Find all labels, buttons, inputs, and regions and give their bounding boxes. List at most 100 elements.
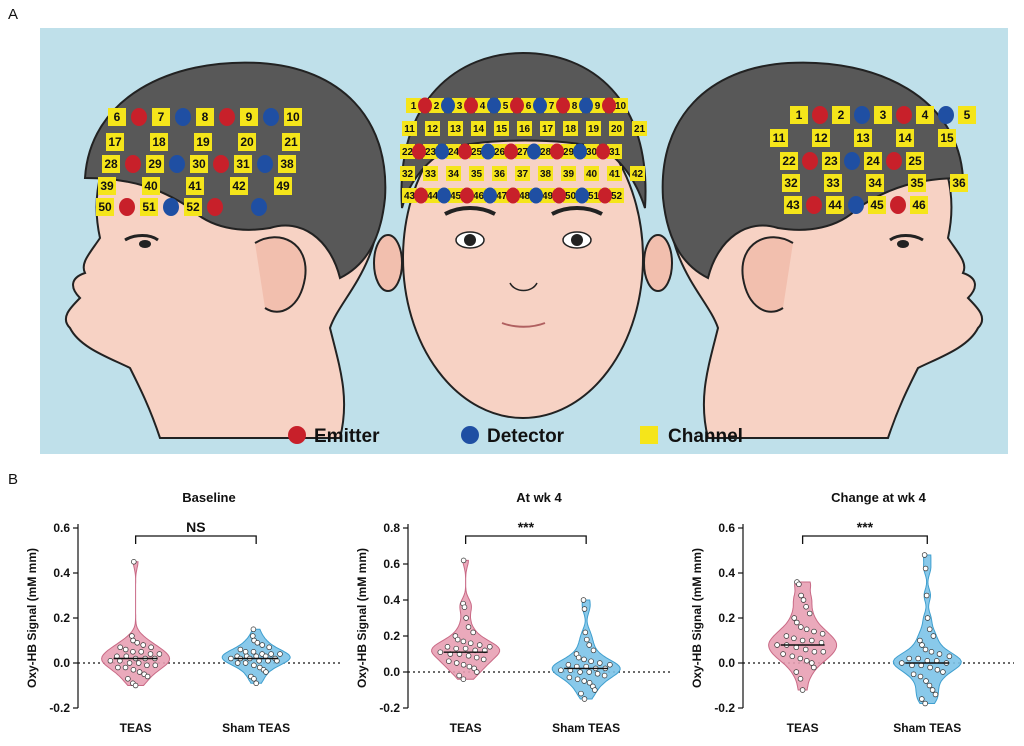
data-point — [480, 656, 487, 663]
data-point — [586, 642, 592, 648]
channel-label: 33 — [826, 176, 840, 190]
channel-49 — [540, 188, 555, 203]
y-tick-label: 0.4 — [383, 593, 400, 607]
head-front-nose — [509, 282, 538, 292]
channel-18 — [563, 121, 578, 136]
channel-13 — [854, 129, 872, 147]
channel-31 — [607, 144, 622, 159]
data-point — [923, 592, 930, 599]
detector-optode — [938, 106, 954, 124]
channel-25 — [469, 144, 484, 159]
channel-label: 44 — [427, 191, 439, 202]
channel-label: 46 — [912, 198, 926, 212]
emitter-optode — [131, 108, 147, 126]
chart-title: Baseline — [182, 490, 235, 505]
channel-18 — [150, 133, 168, 151]
data-point — [574, 676, 581, 682]
channel-label: 5 — [964, 108, 971, 122]
violin-teas — [101, 561, 171, 686]
data-point — [811, 628, 817, 635]
channel-46 — [910, 196, 928, 214]
data-point — [460, 557, 467, 564]
detector-optode — [533, 97, 547, 114]
data-point — [797, 655, 804, 662]
data-point — [473, 654, 480, 661]
channel-label: 6 — [526, 101, 532, 112]
data-point — [578, 690, 584, 697]
detector-optode — [575, 187, 589, 204]
detector-optode — [441, 97, 455, 114]
data-point — [917, 637, 923, 644]
data-point — [465, 653, 472, 659]
data-point — [156, 651, 163, 657]
emitter-optode — [458, 143, 472, 160]
channel-label: 22 — [402, 147, 414, 158]
channel-46 — [471, 188, 486, 203]
channel-16 — [517, 121, 532, 136]
channel-47 — [494, 188, 509, 203]
data-point — [115, 664, 121, 671]
y-tick-label: 0.6 — [718, 521, 735, 535]
channel-31 — [234, 155, 252, 173]
data-point — [474, 669, 480, 675]
emitter-optode — [812, 106, 828, 124]
channel-label: 23 — [824, 154, 838, 168]
data-point — [926, 682, 933, 689]
data-point — [140, 642, 146, 648]
channel-49 — [274, 177, 292, 195]
data-point — [581, 606, 588, 612]
data-point — [253, 680, 259, 687]
data-point — [934, 667, 941, 673]
channel-40 — [142, 177, 160, 195]
data-point — [806, 610, 813, 617]
legend-emitter-marker — [288, 426, 306, 444]
data-point — [268, 651, 274, 657]
data-point — [811, 664, 817, 671]
channel-label: 13 — [450, 124, 462, 135]
channel-27 — [515, 144, 530, 159]
channel-41 — [186, 177, 204, 195]
channel-39 — [98, 177, 116, 195]
data-point — [796, 581, 802, 588]
y-tick-label: 0.2 — [718, 611, 735, 625]
detector-optode — [854, 106, 870, 124]
channel-25 — [906, 152, 924, 170]
data-point — [799, 687, 806, 693]
data-point — [798, 592, 804, 599]
channel-label: 43 — [786, 198, 800, 212]
data-point — [922, 646, 929, 653]
channel-2 — [429, 98, 444, 113]
data-point — [263, 669, 269, 675]
channel-label: 52 — [186, 200, 200, 214]
data-point — [594, 671, 601, 677]
channel-label: 30 — [192, 157, 206, 171]
data-point — [147, 651, 154, 657]
head-front-eyebrow-right — [551, 206, 603, 216]
data-point — [136, 669, 143, 675]
y-axis-label: Oxy-HB Signal (mM mm) — [25, 548, 39, 688]
channel-label: 38 — [540, 169, 552, 180]
data-point — [924, 615, 931, 621]
data-point — [580, 597, 587, 603]
channel-10 — [284, 108, 302, 126]
data-point — [242, 660, 249, 666]
channel-29 — [561, 144, 576, 159]
channel-label: 16 — [519, 124, 531, 135]
detector-optode — [163, 198, 179, 216]
data-point — [465, 624, 472, 630]
channel-3 — [452, 98, 467, 113]
channel-4 — [475, 98, 490, 113]
channel-label: 6 — [114, 110, 121, 124]
data-point — [566, 674, 573, 681]
legend-channel-marker — [640, 426, 658, 444]
data-point — [266, 644, 272, 651]
data-point — [242, 649, 249, 655]
data-point — [803, 626, 810, 633]
channel-label: 15 — [496, 124, 508, 135]
emitter-optode — [598, 187, 612, 204]
data-point — [802, 646, 809, 653]
data-point — [793, 669, 800, 675]
channel-33 — [423, 166, 438, 181]
data-point — [791, 635, 797, 642]
significance-label: *** — [857, 519, 874, 535]
